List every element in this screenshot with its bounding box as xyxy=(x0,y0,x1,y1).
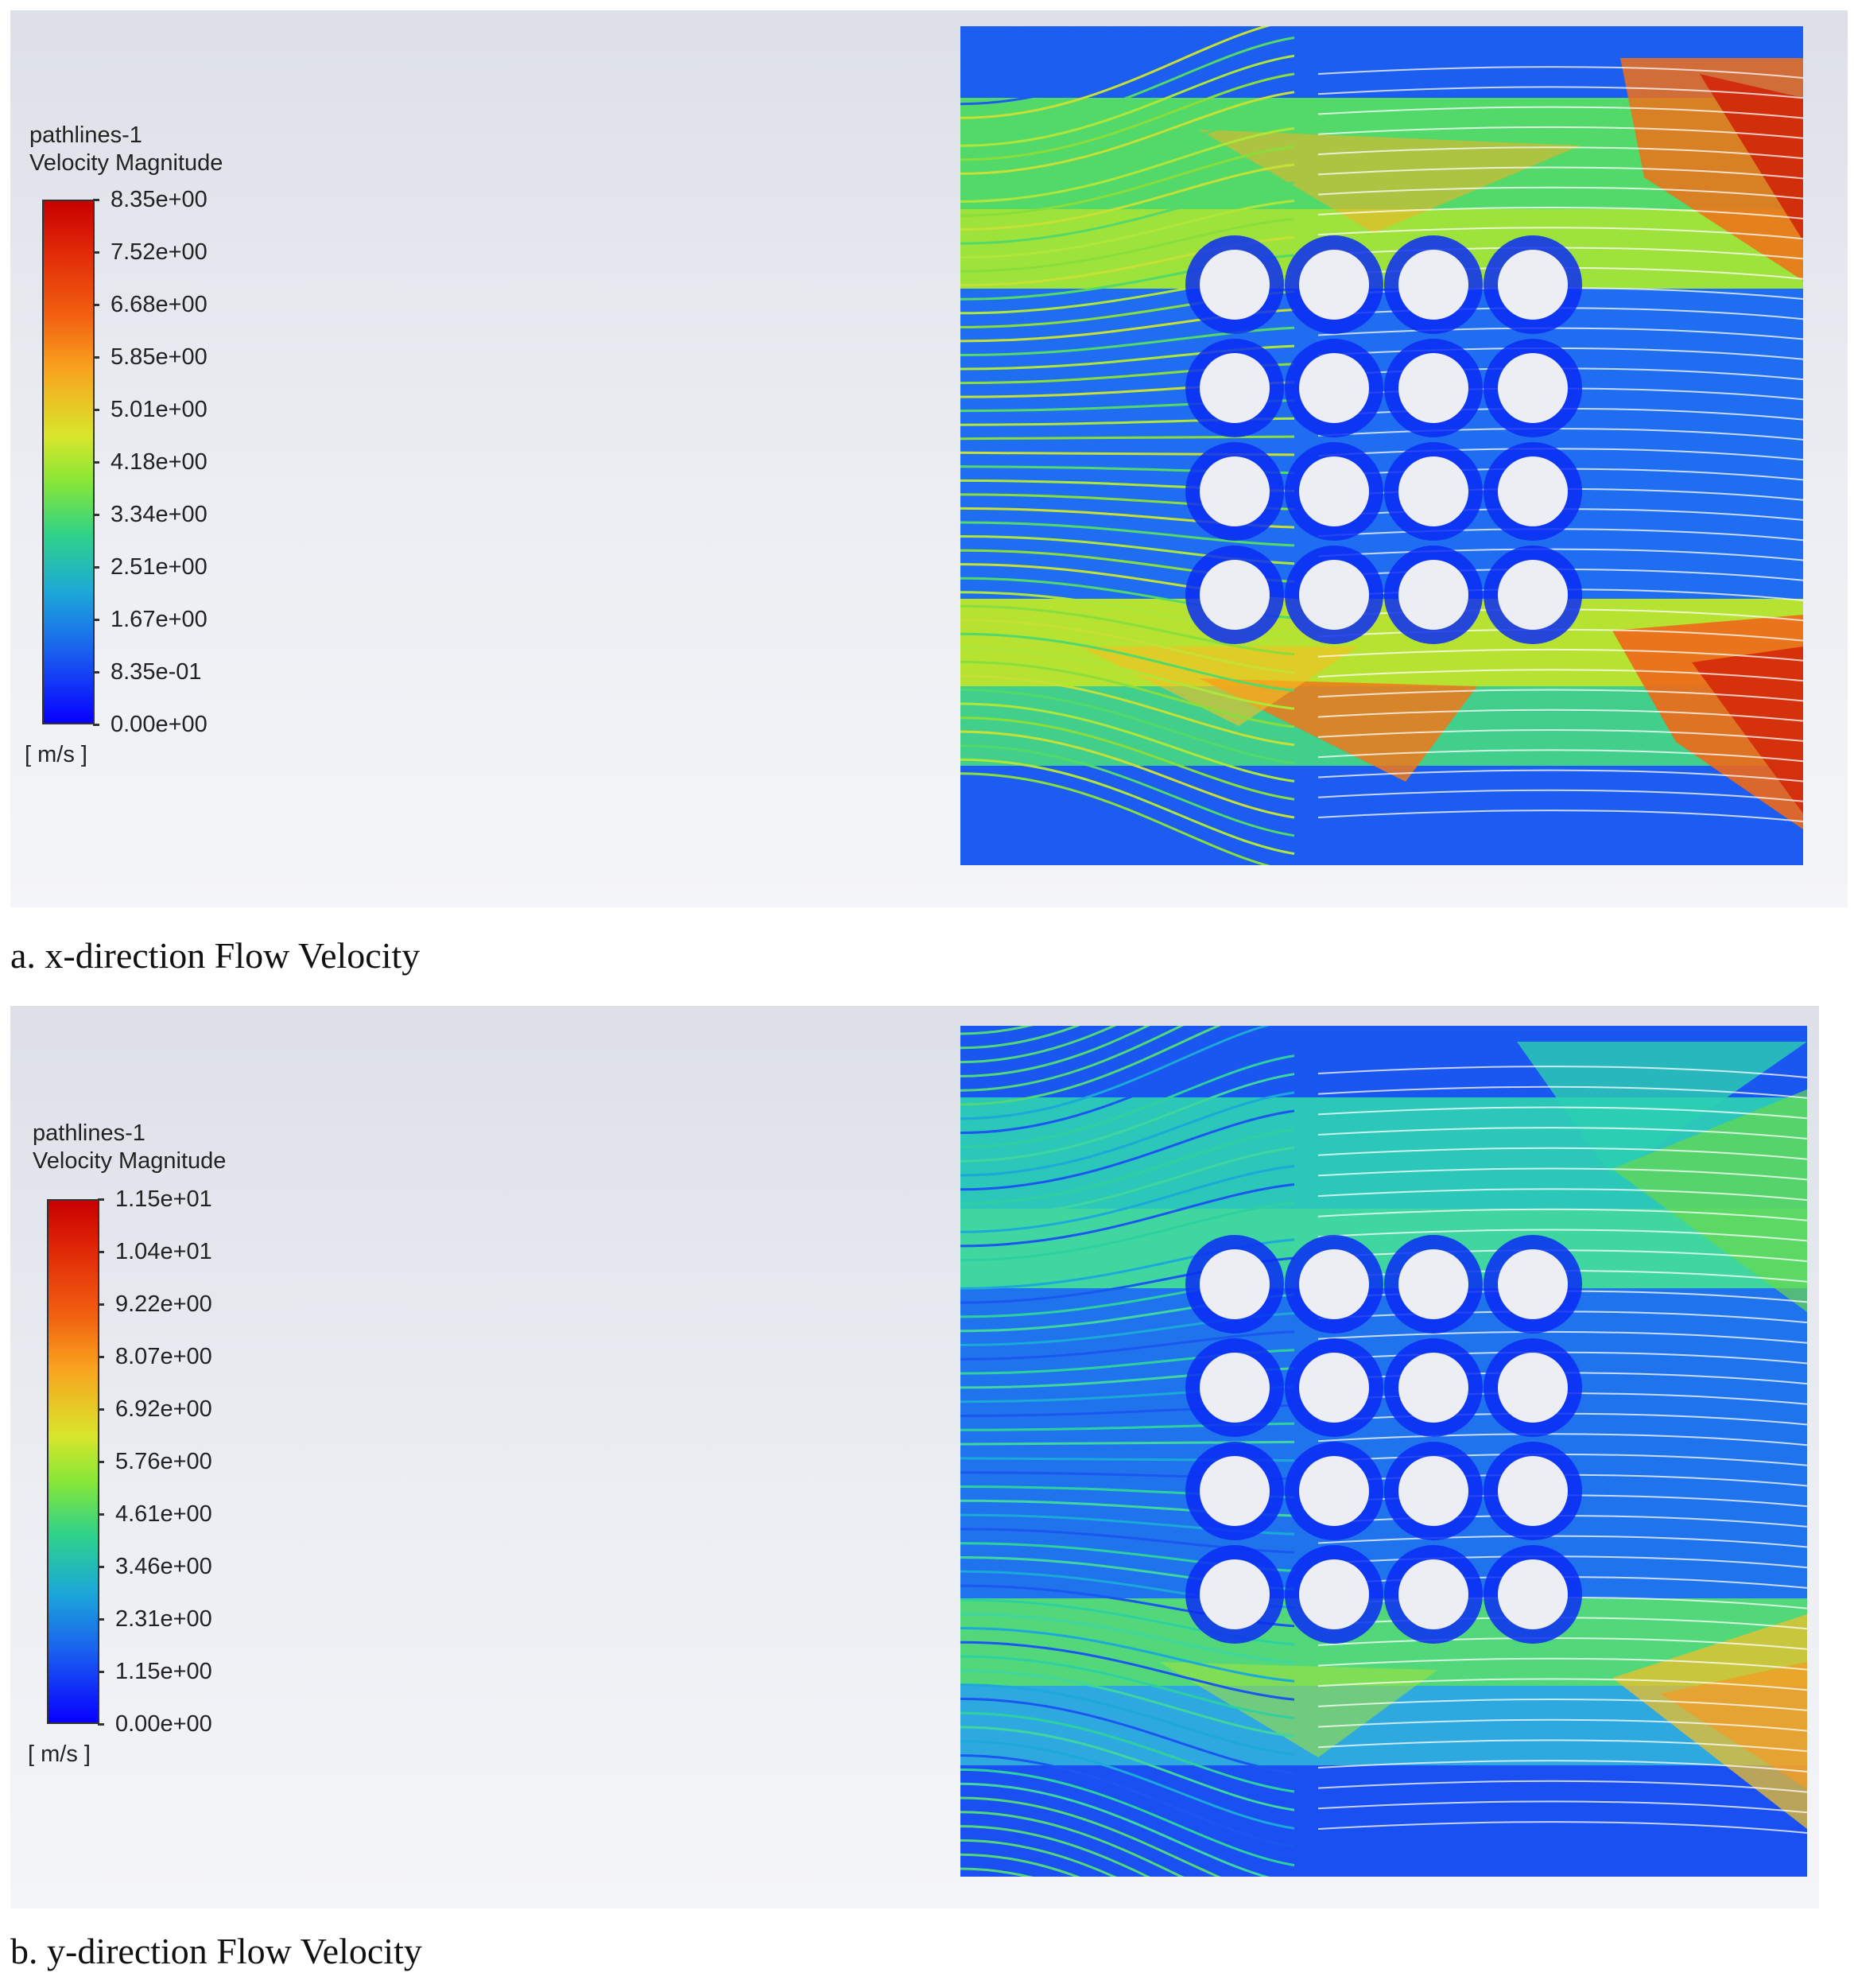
colorbar-tick xyxy=(98,1566,104,1568)
colorbar-b xyxy=(47,1199,99,1724)
colorbar-tick-label: 7.52e+00 xyxy=(111,239,208,265)
legend-unit-a: [ m/s ] xyxy=(25,742,87,767)
colorbar-tick-label: 8.07e+00 xyxy=(115,1344,212,1369)
flow-figure-a: pathlines-1 Velocity Magnitude 8.35e+00 7… xyxy=(10,10,1848,907)
colorbar-tick xyxy=(93,409,99,411)
colorbar-tick-label: 9.22e+00 xyxy=(115,1291,212,1317)
colorbar-tick xyxy=(93,461,99,464)
colorbar-tick-label: 8.35e-01 xyxy=(111,659,202,685)
colorbar-tick xyxy=(98,1513,104,1516)
pathline-plot-b xyxy=(960,1026,1807,1877)
colorbar-tick xyxy=(93,619,99,621)
colorbar-tick xyxy=(98,1723,104,1726)
colorbar-tick-label: 3.46e+00 xyxy=(115,1554,212,1579)
color-legend-a: pathlines-1 Velocity Magnitude 8.35e+00 7… xyxy=(10,10,328,767)
colorbar-tick-label: 6.92e+00 xyxy=(115,1396,212,1422)
colorbar-tick xyxy=(93,514,99,516)
legend-subtitle-a: Velocity Magnitude xyxy=(29,150,223,176)
colorbar-tick-label: 0.00e+00 xyxy=(115,1711,212,1737)
colorbar-tick-label: 2.51e+00 xyxy=(111,554,208,580)
colorbar-tick-label: 1.67e+00 xyxy=(111,607,208,632)
colorbar-tick xyxy=(98,1251,104,1253)
colorbar-tick xyxy=(98,1303,104,1306)
pathline-plot-a xyxy=(960,26,1803,865)
colorbar-tick xyxy=(93,251,99,254)
figure-caption-a: a. x-direction Flow Velocity xyxy=(10,935,421,976)
colorbar-tick xyxy=(98,1618,104,1621)
colorbar-tick xyxy=(93,199,99,201)
colorbar-a xyxy=(42,200,95,724)
figure-caption-b: b. y-direction Flow Velocity xyxy=(10,1931,422,1971)
colorbar-tick xyxy=(98,1671,104,1673)
colorbar-tick-label: 0.00e+00 xyxy=(111,712,208,737)
colorbar-tick-label: 2.31e+00 xyxy=(115,1606,212,1632)
legend-subtitle-b: Velocity Magnitude xyxy=(33,1148,227,1174)
colorbar-tick xyxy=(98,1408,104,1411)
colorbar-tick-label: 4.61e+00 xyxy=(115,1501,212,1527)
colorbar-tick xyxy=(98,1356,104,1358)
colorbar-tick xyxy=(93,724,99,726)
colorbar-tick xyxy=(93,304,99,306)
colorbar-tick-label: 6.68e+00 xyxy=(111,292,208,317)
colorbar-tick-label: 3.34e+00 xyxy=(111,502,208,527)
colorbar-tick-label: 1.04e+01 xyxy=(115,1239,212,1264)
colorbar-tick xyxy=(98,1461,104,1463)
colorbar-tick xyxy=(93,671,99,674)
colorbar-tick-label: 8.35e+00 xyxy=(111,187,208,212)
legend-unit-b: [ m/s ] xyxy=(28,1741,91,1767)
colorbar-tick-label: 1.15e+01 xyxy=(115,1186,212,1212)
colorbar-tick-label: 5.76e+00 xyxy=(115,1449,212,1474)
colorbar-tick-label: 4.18e+00 xyxy=(111,449,208,475)
colorbar-tick xyxy=(98,1198,104,1201)
colorbar-tick xyxy=(93,356,99,359)
legend-title-b: pathlines-1 xyxy=(33,1120,145,1146)
flow-figure-b: pathlines-1 Velocity Magnitude 1.15e+01 1… xyxy=(10,1006,1819,1908)
color-legend-b: pathlines-1 Velocity Magnitude 1.15e+01 1… xyxy=(10,1006,328,1767)
colorbar-tick-label: 5.01e+00 xyxy=(111,397,208,422)
colorbar-tick-label: 5.85e+00 xyxy=(111,344,208,370)
colorbar-tick xyxy=(93,566,99,569)
colorbar-tick-label: 1.15e+00 xyxy=(115,1659,212,1684)
legend-title-a: pathlines-1 xyxy=(29,122,142,148)
